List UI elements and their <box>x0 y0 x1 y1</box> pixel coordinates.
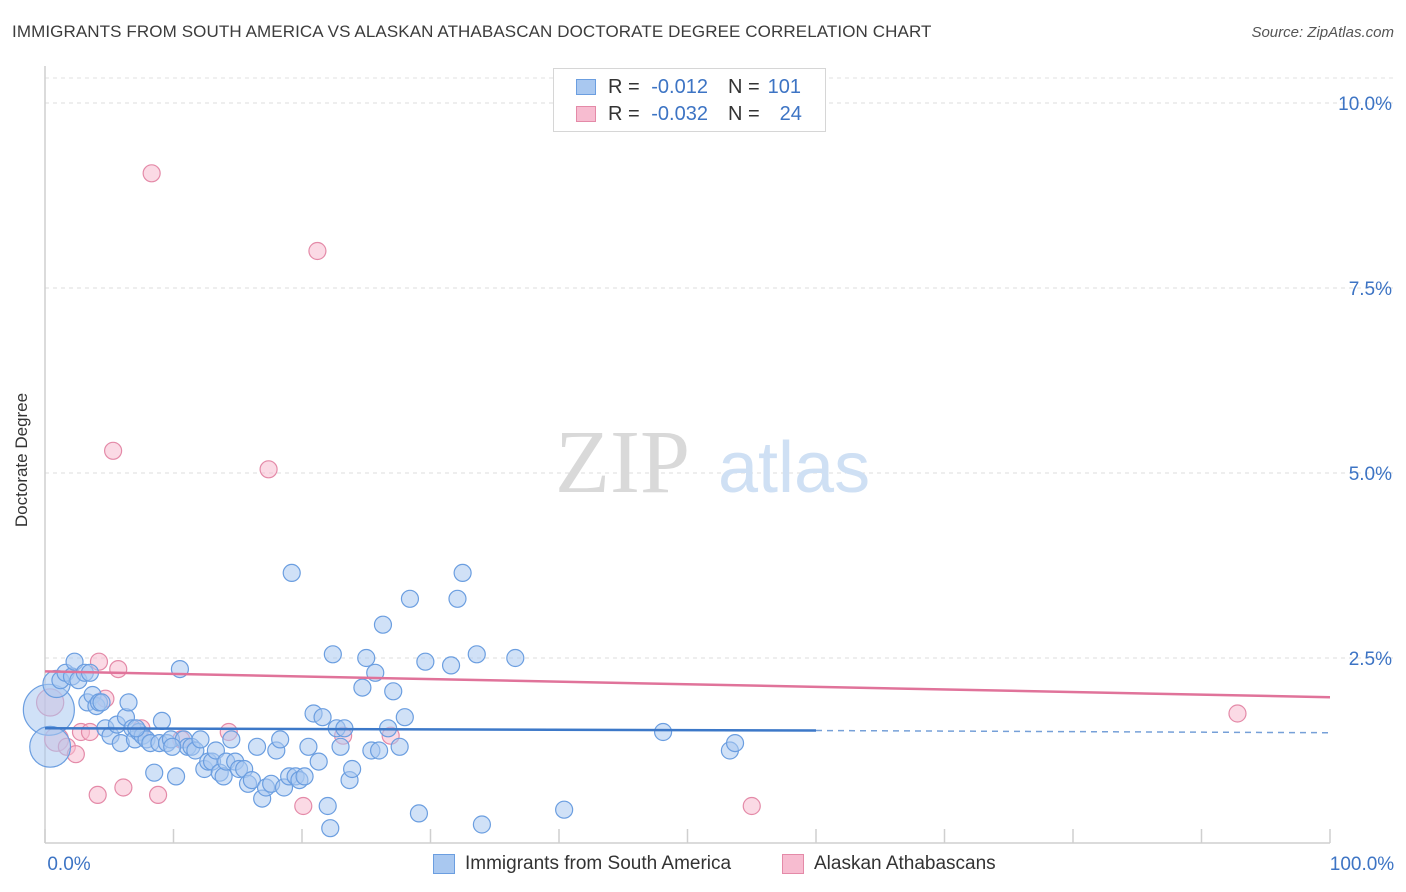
point-south-america <box>191 730 210 749</box>
legend-r-value: -0.012 <box>651 75 708 98</box>
point-south-america <box>29 725 72 768</box>
point-athabascan <box>308 241 327 261</box>
legend-n-value: 101 <box>767 75 802 98</box>
legend-row-pink: R = -0.032 N = 24 <box>576 102 802 126</box>
point-south-america <box>448 589 467 608</box>
point-athabascan <box>142 164 161 183</box>
point-south-america <box>343 759 362 779</box>
trend-line-south-america <box>44 727 817 732</box>
point-athabascan <box>1228 704 1247 723</box>
point-south-america <box>373 615 393 634</box>
x-tick-label: 0.0% <box>47 854 90 875</box>
point-south-america <box>331 737 350 756</box>
legend-swatch-pink <box>576 106 596 122</box>
point-south-america <box>555 800 574 819</box>
point-south-america <box>725 733 745 753</box>
point-athabascan <box>80 722 100 742</box>
point-south-america <box>472 815 491 834</box>
point-athabascan <box>742 796 761 816</box>
legend-n-label: N = <box>727 75 760 98</box>
point-south-america <box>321 819 340 838</box>
point-south-america <box>416 652 435 671</box>
stats-legend: R = -0.012 N = 101 R = -0.032 N = 24 <box>553 68 826 132</box>
legend-n-value: 24 <box>779 102 802 125</box>
y-tick-label: 2.5% <box>1349 649 1392 670</box>
point-south-america <box>242 770 261 790</box>
point-south-america <box>400 589 420 608</box>
point-south-america <box>163 737 182 756</box>
watermark-atlas: atlas <box>718 428 870 508</box>
point-athabascan <box>294 796 313 816</box>
chart-title: IMMIGRANTS FROM SOUTH AMERICA VS ALASKAN… <box>12 22 932 41</box>
point-athabascan <box>148 785 168 805</box>
point-south-america <box>353 678 372 697</box>
gridlines <box>45 77 1394 659</box>
point-south-america <box>384 682 403 701</box>
point-south-america <box>145 763 164 782</box>
point-south-america <box>92 693 111 712</box>
point-south-america <box>441 656 461 675</box>
trend-line-south-america-extension <box>815 729 1331 734</box>
point-athabascan <box>259 460 278 479</box>
y-tick-label: 7.5% <box>1349 279 1392 300</box>
legend-r-label: R = <box>608 102 640 125</box>
point-south-america <box>222 730 241 749</box>
point-south-america <box>318 796 337 816</box>
point-south-america <box>313 708 332 727</box>
y-tick-label: 10.0% <box>1338 94 1392 115</box>
bottom-legend-pink: Alaskan Athabascans <box>782 851 996 877</box>
legend-r-value: -0.032 <box>651 102 708 125</box>
point-south-america <box>370 741 389 760</box>
point-south-america <box>467 645 486 664</box>
point-south-america <box>214 767 233 786</box>
point-south-america <box>653 722 673 742</box>
point-south-america <box>357 648 376 668</box>
point-south-america <box>309 752 328 771</box>
point-athabascan <box>109 659 128 679</box>
point-south-america <box>119 693 138 712</box>
point-south-america <box>323 645 342 664</box>
point-south-america <box>506 648 525 668</box>
bottom-legend-swatch-blue <box>433 854 455 874</box>
point-south-america <box>271 730 290 749</box>
axes <box>44 66 1331 844</box>
point-south-america <box>409 804 429 823</box>
point-athabascan <box>104 441 123 460</box>
point-south-america <box>166 767 186 786</box>
data-points <box>22 164 1247 838</box>
trend-line-athabascan <box>44 670 1331 699</box>
point-athabascan <box>88 785 107 805</box>
bottom-legend-label-blue: Immigrants from South America <box>465 853 732 874</box>
point-south-america <box>390 737 409 756</box>
point-south-america <box>299 737 318 756</box>
x-tick-label: 100.0% <box>1330 854 1395 875</box>
tick-labels: 2.5% 5.0% 7.5% 10.0% 0.0% 100.0% <box>47 94 1394 875</box>
legend-row-blue: R = -0.012 N = 101 <box>576 75 801 99</box>
point-athabascan <box>114 778 133 797</box>
legend-r-label: R = <box>608 75 640 98</box>
point-south-america <box>282 563 301 583</box>
legend-n-label: N = <box>727 102 760 125</box>
bottom-legend-swatch-pink <box>782 854 804 874</box>
point-south-america <box>152 711 172 731</box>
watermark-zip: ZIP <box>555 413 690 512</box>
point-south-america <box>247 737 267 756</box>
point-south-america <box>395 708 414 727</box>
trend-lines <box>44 670 1331 734</box>
source-label: Source: ZipAtlas.com <box>1251 24 1394 41</box>
point-south-america <box>453 563 472 583</box>
point-south-america <box>295 767 314 786</box>
point-south-america <box>206 741 226 760</box>
point-south-america <box>65 652 84 671</box>
bottom-legend-blue: Immigrants from South America <box>433 851 731 877</box>
y-tick-label: 5.0% <box>1349 464 1392 485</box>
legend-swatch-blue <box>576 79 596 95</box>
bottom-legend-label-pink: Alaskan Athabascans <box>814 853 996 874</box>
